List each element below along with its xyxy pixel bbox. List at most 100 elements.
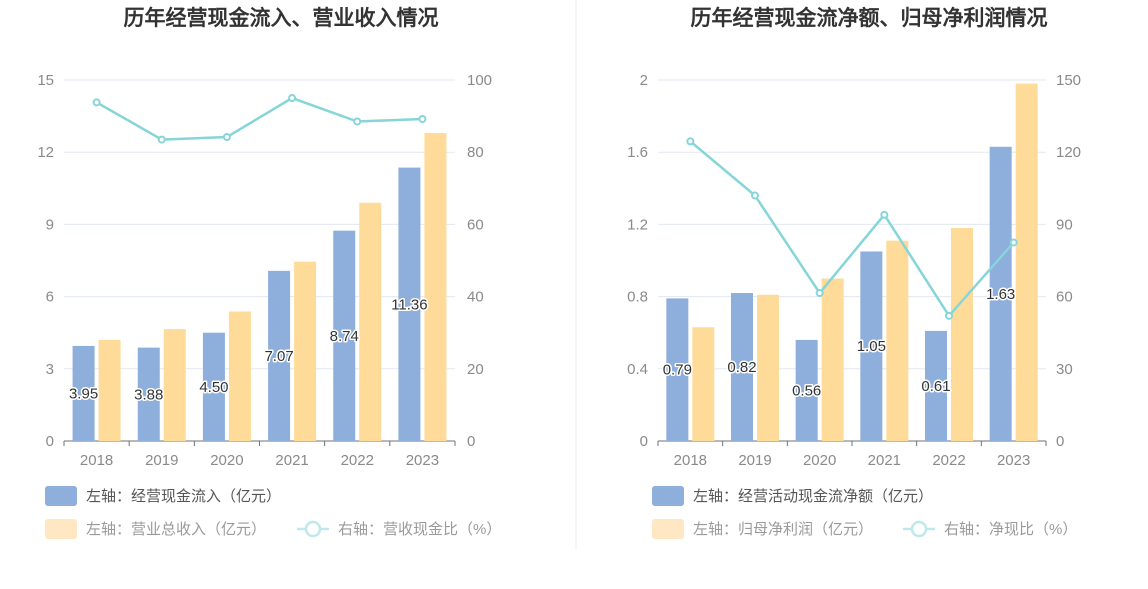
bar	[860, 251, 883, 441]
right-axis-tick-label: 100	[467, 72, 492, 89]
left-axis-tick-label: 0	[46, 433, 54, 450]
bar	[202, 332, 225, 441]
left-axis-tick-label: 0.8	[627, 289, 648, 306]
x-axis-category-label: 2023	[406, 452, 439, 469]
x-axis-category-label: 2018	[80, 452, 113, 469]
left-axis-tick-label: 6	[46, 289, 54, 306]
x-axis-category-label: 2021	[275, 452, 308, 469]
x-axis-category-label: 2021	[868, 452, 901, 469]
bar	[731, 292, 753, 441]
bar	[757, 294, 779, 441]
bar	[333, 230, 356, 441]
left-axis-tick-label: 3	[46, 361, 54, 378]
legend-swatch	[45, 486, 77, 506]
chart-net-cash-flow-profit: 历年经营现金流净额、归母净利润情况 0 0 0.4 30 0.8 60 1.2 90 1.6 120…	[627, 6, 1081, 539]
legend-label: 左轴：经营现金流入（亿元）	[86, 488, 281, 505]
left-axis-tick-label: 0	[640, 433, 648, 450]
bar	[795, 339, 818, 441]
right-axis-tick-label: 90	[1056, 216, 1073, 233]
bar-data-label: 1.63	[986, 286, 1015, 303]
line-point	[880, 210, 889, 219]
bar	[821, 278, 844, 441]
right-axis-tick-label: 30	[1056, 361, 1073, 378]
left-axis-tick-label: 12	[37, 144, 54, 161]
x-axis-category-label: 2018	[674, 452, 707, 469]
x-axis-category-label: 2020	[210, 452, 243, 469]
right-axis-tick-label: 60	[1056, 289, 1073, 306]
left-axis-tick-label: 1.6	[627, 144, 648, 161]
legend-label: 左轴：经营活动现金流净额（亿元）	[693, 488, 933, 505]
bar	[989, 146, 1012, 441]
legend-line-marker	[304, 520, 322, 538]
x-axis-category-label: 2022	[932, 452, 965, 469]
right-axis-tick-label: 20	[467, 361, 484, 378]
bar-data-label: 3.88	[134, 386, 163, 403]
chart-title: 历年经营现金流入、营业收入情况	[124, 6, 439, 30]
bar-data-label: 7.07	[264, 348, 293, 365]
bar	[666, 298, 689, 441]
legend-label: 左轴：营业总收入（亿元）	[86, 521, 266, 538]
bar-data-label: 11.36	[391, 296, 427, 313]
series-line	[95, 96, 423, 141]
bar	[424, 132, 447, 442]
x-axis-category-label: 2020	[803, 452, 836, 469]
bar	[294, 261, 317, 441]
line-point	[686, 137, 695, 146]
bar-data-label: 0.61	[921, 378, 950, 395]
bar	[137, 347, 160, 441]
legend-label: 右轴：净现比（%）	[944, 521, 1077, 538]
left-axis-tick-label: 15	[37, 72, 54, 89]
bar	[163, 329, 186, 441]
legend-label: 右轴：营收现金比（%）	[338, 521, 501, 538]
line-point	[288, 94, 297, 103]
legend-swatch	[652, 519, 684, 539]
bar-data-label: 0.56	[792, 382, 821, 399]
left-axis-tick-label: 0.4	[627, 361, 648, 378]
line-point	[945, 311, 953, 320]
x-axis-category-label: 2023	[997, 452, 1030, 469]
chart-cash-inflow-revenue: 历年经营现金流入、营业收入情况 0 0 3 20 6 40 9 60 12 80 15 100 2018 2…	[37, 6, 501, 539]
right-axis-tick-label: 150	[1056, 72, 1081, 89]
right-axis-tick-label: 120	[1056, 144, 1081, 161]
line-point	[353, 117, 362, 126]
line-point	[815, 288, 824, 297]
bar	[398, 167, 421, 441]
legend-swatch	[652, 486, 684, 506]
bar-data-label: 1.05	[857, 338, 886, 355]
bar	[268, 270, 291, 441]
bar	[951, 228, 973, 441]
bar-data-label: 0.82	[727, 359, 756, 376]
x-axis-category-label: 2022	[341, 452, 374, 469]
bar-data-label: 4.50	[199, 379, 228, 396]
bar-data-label: 8.74	[330, 328, 359, 345]
line-point	[222, 133, 231, 142]
right-axis-tick-label: 0	[1056, 433, 1064, 450]
x-axis-category-label: 2019	[738, 452, 771, 469]
left-axis-tick-label: 2	[640, 72, 648, 89]
x-axis-category-label: 2019	[145, 452, 178, 469]
right-axis-tick-label: 40	[467, 289, 484, 306]
bar	[72, 345, 95, 441]
line-point	[418, 114, 427, 123]
left-axis-tick-label: 1.2	[627, 216, 648, 233]
legend-swatch	[45, 519, 77, 539]
bar	[692, 327, 715, 441]
line-point	[751, 191, 759, 200]
bar-data-label: 0.79	[663, 362, 692, 379]
right-axis-tick-label: 60	[467, 216, 484, 233]
bar-data-label: 3.95	[69, 385, 98, 402]
bar	[1015, 83, 1038, 442]
line-point	[92, 98, 101, 107]
bar	[886, 240, 909, 441]
series-line	[689, 140, 1015, 318]
left-axis-tick-label: 9	[46, 216, 54, 233]
legend-label: 左轴：归母净利润（亿元）	[693, 521, 873, 538]
legend-line-marker	[910, 520, 928, 538]
bar	[925, 330, 947, 441]
bar	[98, 339, 121, 441]
right-axis-tick-label: 80	[467, 144, 484, 161]
right-axis-tick-label: 0	[467, 433, 475, 450]
chart-title: 历年经营现金流净额、归母净利润情况	[691, 6, 1048, 30]
line-point	[1009, 238, 1018, 247]
